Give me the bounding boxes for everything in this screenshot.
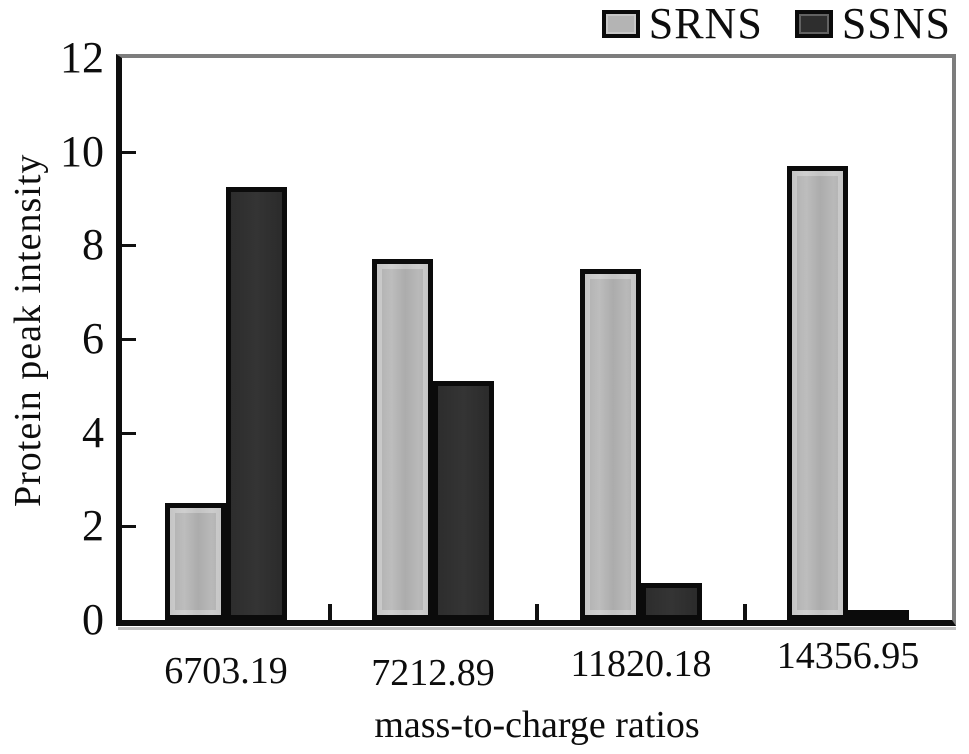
legend-label-ssns: SSNS [841,0,951,48]
bar-srns-7212.89 [372,259,433,620]
x-tick-mark-3 [743,604,747,620]
y-tick-label-10: 10 [60,127,104,176]
plot-area [116,54,956,626]
y-tick-label-6: 6 [82,314,104,363]
y-tick-label-2: 2 [82,501,104,550]
bar-ssns-6703.19 [226,187,287,620]
legend-item-srns: SRNS [601,0,763,48]
legend-item-ssns: SSNS [794,0,951,48]
x-category-label-14356.95: 14356.95 [776,635,920,677]
bar-ssns-11820.18 [641,583,702,620]
chart-legend: SRNS SSNS [601,0,951,48]
y-tick-label-8: 8 [82,220,104,269]
bar-srns-11820.18 [580,269,641,620]
y-tick-mark-2 [122,525,136,528]
y-tick-label-0: 0 [82,595,104,644]
x-tick-mark-1 [328,604,332,620]
bar-ssns-7212.89 [433,381,494,620]
x-category-label-11820.18: 11820.18 [570,643,712,685]
bar-ssns-14356.95 [848,610,909,620]
y-tick-mark-10 [122,151,136,154]
y-tick-label-4: 4 [82,408,104,457]
y-tick-mark-6 [122,338,136,341]
x-axis-title: mass-to-charge ratios [374,704,700,746]
bar-srns-14356.95 [787,166,848,620]
x-category-label-6703.19: 6703.19 [164,650,288,692]
legend-label-srns: SRNS [648,0,763,48]
bar-srns-6703.19 [165,503,226,620]
ssns-swatch-icon [794,10,833,38]
x-tick-mark-2 [535,604,539,620]
scan-axis-shadow [118,627,956,630]
y-tick-mark-4 [122,432,136,435]
x-category-label-7212.89: 7212.89 [371,652,495,694]
y-tick-label-12: 12 [60,33,104,82]
y-tick-mark-8 [122,244,136,247]
srns-swatch-icon [601,10,640,38]
